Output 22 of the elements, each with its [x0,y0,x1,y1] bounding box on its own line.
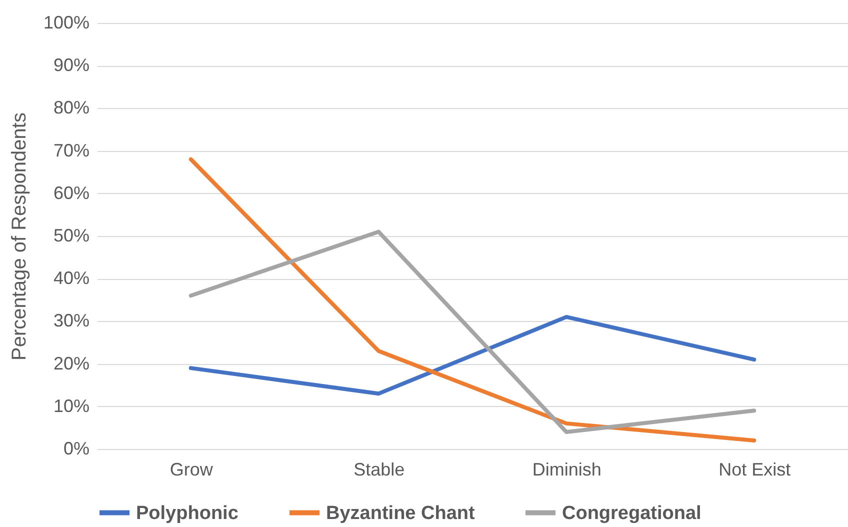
line-series [188,230,756,434]
y-tick-label: 100% [43,12,90,32]
y-tick-label: 20% [53,353,90,374]
legend-label: Polyphonic [136,502,239,524]
x-tick-label: Grow [170,460,214,480]
x-tick-label: Stable [354,460,405,480]
y-tick-label: 60% [53,182,90,203]
line-series [188,314,756,396]
y-tick-label: 10% [53,396,90,416]
line-series [188,157,756,442]
y-tick-label: 90% [53,55,90,76]
y-tick-label: 40% [53,268,90,288]
legend-label: Congregational [562,502,702,524]
x-tick-label: Diminish [532,460,602,480]
y-tick-label: 70% [53,140,90,160]
y-tick-label: 0% [63,438,90,458]
y-tick-label: 30% [53,310,90,331]
x-tick-label: Not Exist [718,460,791,480]
y-axis-title: Percentage of Respondents [8,112,30,360]
y-tick-label: 50% [53,226,90,246]
legend-label: Byzantine Chant [326,502,476,524]
y-tick-label: 80% [53,98,90,118]
